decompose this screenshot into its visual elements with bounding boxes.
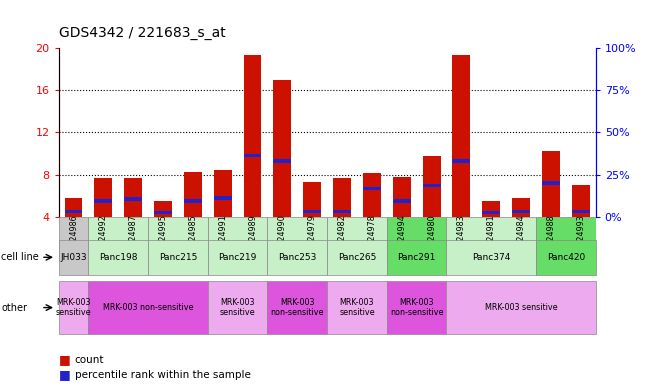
Bar: [303, 182, 321, 217]
Text: Panc420: Panc420: [547, 253, 585, 262]
Text: GSM924980: GSM924980: [427, 215, 436, 263]
Text: GSM924990: GSM924990: [278, 215, 287, 263]
Bar: [208, 217, 268, 261]
Bar: [214, 196, 232, 200]
Text: cell line: cell line: [1, 252, 39, 262]
Text: MRK-003 non-sensitive: MRK-003 non-sensitive: [103, 303, 193, 312]
Bar: [124, 178, 142, 217]
Bar: [268, 217, 327, 261]
Bar: [542, 152, 560, 217]
Text: MRK-003
non-sensitive: MRK-003 non-sensitive: [390, 298, 443, 317]
Text: GSM924986: GSM924986: [69, 215, 78, 263]
Text: Panc291: Panc291: [398, 253, 436, 262]
Text: GSM924978: GSM924978: [367, 215, 376, 263]
Text: GSM924979: GSM924979: [308, 215, 316, 263]
Text: MRK-003
sensitive: MRK-003 sensitive: [56, 298, 91, 317]
Bar: [59, 217, 89, 261]
Bar: [214, 170, 232, 217]
Text: GSM924987: GSM924987: [129, 215, 137, 263]
Text: MRK-003
sensitive: MRK-003 sensitive: [339, 298, 375, 317]
Bar: [303, 210, 321, 214]
Text: count: count: [75, 355, 104, 365]
Text: GSM924988: GSM924988: [546, 215, 555, 263]
Bar: [333, 210, 351, 214]
Text: Panc265: Panc265: [338, 253, 376, 262]
Text: GSM924984: GSM924984: [517, 215, 525, 263]
Bar: [572, 210, 590, 214]
Bar: [64, 198, 83, 217]
Text: MRK-003 sensitive: MRK-003 sensitive: [485, 303, 557, 312]
Bar: [512, 198, 530, 217]
Text: JH033: JH033: [60, 253, 87, 262]
Text: Panc374: Panc374: [472, 253, 510, 262]
Text: GSM924989: GSM924989: [248, 215, 257, 263]
Bar: [452, 55, 470, 217]
Text: GSM924985: GSM924985: [188, 215, 197, 263]
Text: percentile rank within the sample: percentile rank within the sample: [75, 370, 251, 380]
Bar: [452, 159, 470, 163]
Bar: [94, 199, 112, 203]
Bar: [422, 156, 441, 217]
Bar: [94, 178, 112, 217]
Text: GSM924983: GSM924983: [457, 215, 466, 263]
Bar: [482, 201, 500, 217]
Bar: [542, 182, 560, 185]
Bar: [243, 154, 262, 157]
Bar: [363, 173, 381, 217]
Text: GSM924993: GSM924993: [576, 215, 585, 263]
Bar: [148, 217, 208, 261]
Text: Panc198: Panc198: [99, 253, 137, 262]
Text: Panc219: Panc219: [219, 253, 256, 262]
Bar: [422, 184, 441, 187]
Bar: [447, 217, 536, 261]
Bar: [327, 217, 387, 261]
Bar: [184, 199, 202, 203]
Bar: [393, 177, 411, 217]
Bar: [154, 201, 172, 217]
Text: GSM924995: GSM924995: [159, 215, 167, 263]
Bar: [512, 210, 530, 214]
Bar: [273, 80, 292, 217]
Bar: [89, 217, 148, 261]
Text: MRK-003
sensitive: MRK-003 sensitive: [220, 298, 255, 317]
Bar: [572, 185, 590, 217]
Bar: [273, 159, 292, 163]
Text: GSM924981: GSM924981: [487, 215, 495, 263]
Bar: [536, 217, 596, 261]
Bar: [387, 217, 447, 261]
Bar: [243, 55, 262, 217]
Bar: [64, 210, 83, 214]
Bar: [363, 187, 381, 190]
Bar: [124, 197, 142, 201]
Bar: [184, 172, 202, 217]
Text: ■: ■: [59, 368, 70, 381]
Bar: [333, 178, 351, 217]
Text: ■: ■: [59, 353, 70, 366]
Text: GSM924994: GSM924994: [397, 215, 406, 263]
Text: MRK-003
non-sensitive: MRK-003 non-sensitive: [271, 298, 324, 317]
Bar: [482, 211, 500, 214]
Text: Panc253: Panc253: [278, 253, 316, 262]
Text: GSM924982: GSM924982: [338, 215, 346, 263]
Text: GDS4342 / 221683_s_at: GDS4342 / 221683_s_at: [59, 26, 225, 40]
Text: GSM924991: GSM924991: [218, 215, 227, 263]
Text: other: other: [1, 303, 27, 313]
Text: GSM924992: GSM924992: [99, 215, 108, 263]
Bar: [154, 211, 172, 214]
Bar: [393, 199, 411, 203]
Text: Panc215: Panc215: [159, 253, 197, 262]
